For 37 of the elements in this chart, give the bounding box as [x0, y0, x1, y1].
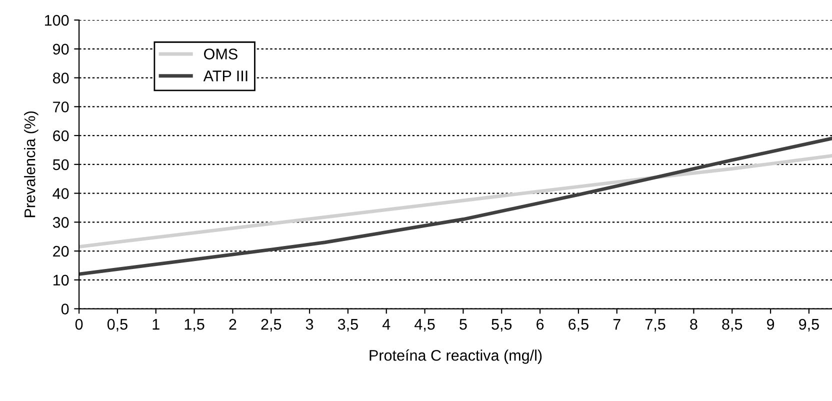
x-tick-label: 2 — [229, 318, 236, 330]
x-tick-label: 5,5 — [492, 319, 512, 332]
y-axis-title: Prevalencia (%) — [24, 111, 38, 218]
y-tick-label: 50 — [52, 159, 69, 170]
x-tick-label: 5 — [460, 319, 467, 330]
line-series — [79, 136, 832, 276]
x-tick-label: 1,5 — [184, 319, 204, 332]
x-tick-label: 4 — [382, 319, 390, 330]
y-tick-label: 20 — [53, 246, 69, 257]
x-tick-label: 8 — [690, 318, 698, 330]
y-tick-label: 100 — [44, 14, 69, 26]
legend-label: ATP III — [203, 70, 248, 82]
x-tick-label: 8,5 — [722, 318, 742, 332]
x-tick-label: 4,5 — [414, 319, 435, 332]
x-tick-label: 7,5 — [645, 319, 666, 332]
x-tick-label: 6 — [536, 318, 544, 330]
x-tick-label: 6,5 — [568, 318, 588, 332]
x-tick-label: 9,5 — [799, 318, 819, 332]
y-tick-label: 70 — [53, 102, 69, 112]
x-tick-label: 0,5 — [107, 318, 128, 332]
x-tick-label: 3,5 — [338, 318, 358, 332]
y-tick-label: 90 — [53, 44, 69, 55]
line-series — [79, 154, 832, 248]
y-tick-label: 60 — [53, 130, 69, 142]
x-tick-label: 0 — [75, 318, 83, 330]
y-tick-label: 30 — [52, 217, 69, 228]
y-tick-label: 10 — [53, 274, 69, 286]
x-tick-label: 2,5 — [261, 318, 282, 332]
x-tick-label: 9 — [767, 318, 774, 330]
legend-label: OMS — [204, 48, 238, 60]
y-tick-label: 0 — [61, 304, 69, 314]
x-tick-label: 7 — [613, 319, 620, 330]
x-tick-label: 3 — [306, 318, 314, 330]
x-axis-title: Proteína C reactiva (mg/l) — [370, 349, 542, 364]
y-tick-label: 80 — [52, 72, 69, 84]
x-tick-label: 1 — [152, 319, 160, 330]
y-tick-label: 40 — [52, 188, 69, 199]
